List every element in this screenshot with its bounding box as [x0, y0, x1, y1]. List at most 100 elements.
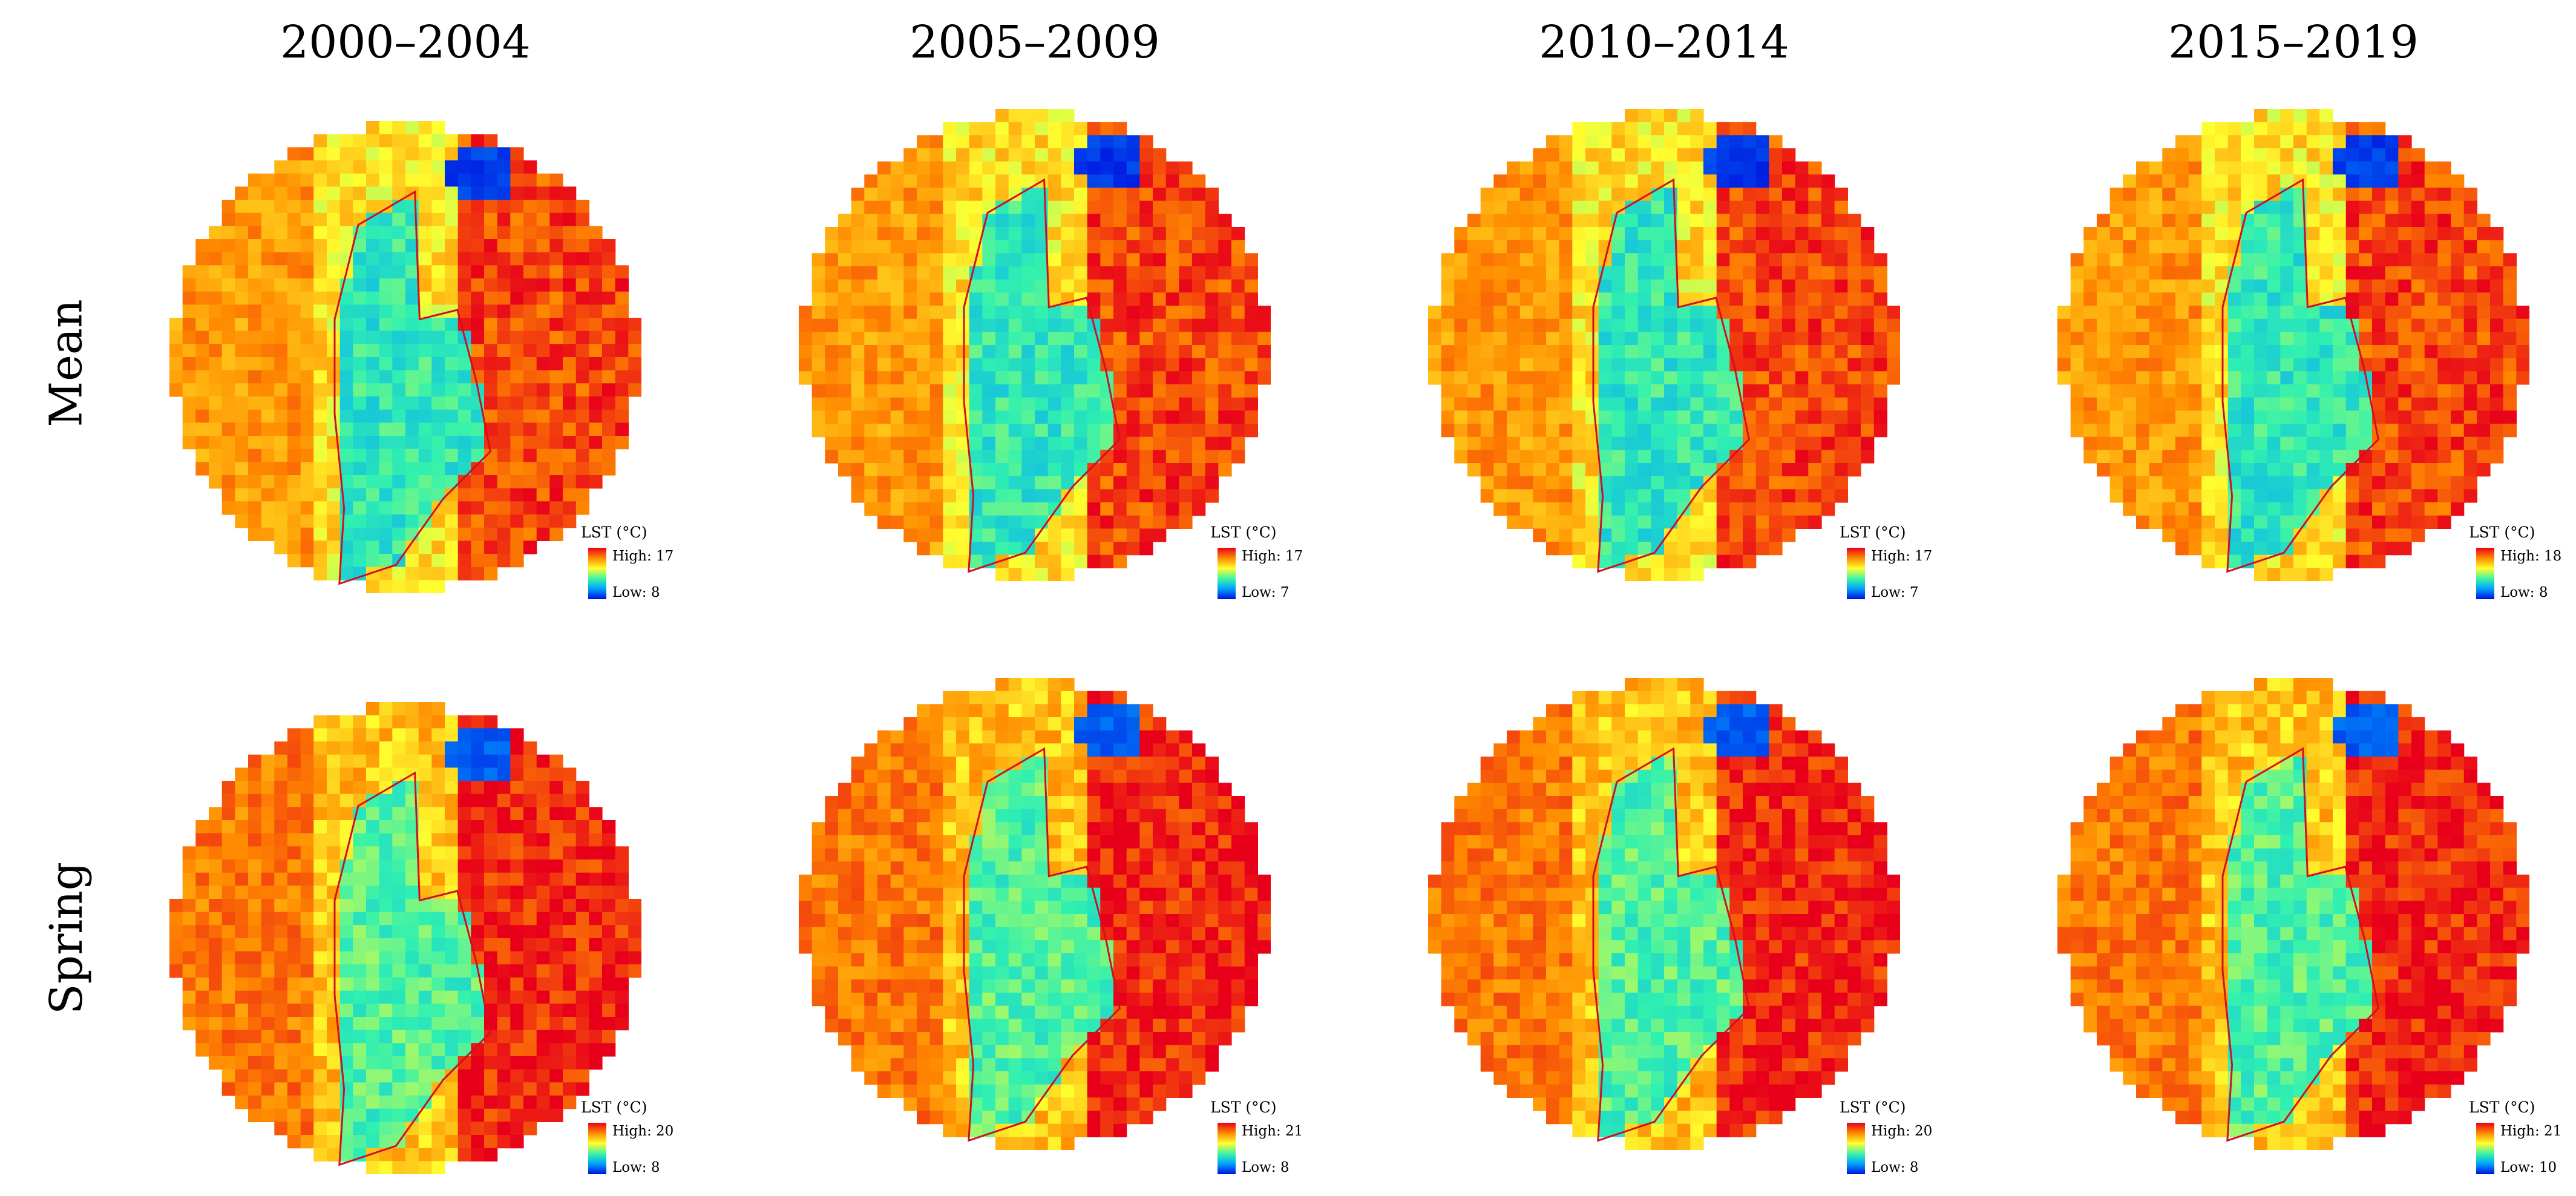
raster-cell — [431, 1030, 445, 1043]
raster-cell — [2267, 292, 2281, 306]
raster-cell — [956, 332, 970, 346]
raster-cell — [523, 1096, 537, 1109]
raster-cell — [418, 1056, 432, 1070]
raster-cell — [2345, 253, 2359, 267]
raster-cell — [615, 370, 629, 384]
raster-cell — [1611, 542, 1625, 556]
raster-cell — [2123, 436, 2137, 450]
raster-cell — [2359, 463, 2373, 477]
raster-cell — [825, 424, 839, 438]
raster-cell — [1834, 384, 1848, 398]
raster-cell — [300, 767, 314, 781]
raster-cell — [1782, 292, 1796, 306]
raster-cell — [549, 173, 563, 187]
raster-cell — [864, 332, 878, 346]
raster-cell — [1637, 542, 1651, 556]
raster-cell — [982, 554, 996, 568]
raster-cell — [2109, 345, 2123, 359]
raster-cell — [995, 410, 1009, 424]
raster-cell — [195, 383, 209, 397]
raster-cell — [1100, 332, 1114, 346]
raster-cell — [1021, 148, 1035, 162]
raster-cell — [563, 1017, 577, 1031]
raster-cell — [1231, 306, 1245, 320]
raster-cell — [1808, 240, 1822, 254]
raster-cell — [1651, 502, 1665, 516]
raster-cell — [261, 1004, 275, 1017]
raster-cell — [1035, 528, 1049, 542]
raster-cell — [313, 501, 327, 515]
raster-cell — [2175, 318, 2189, 332]
raster-cell — [2175, 384, 2189, 398]
raster-cell — [471, 200, 485, 214]
raster-cell — [1507, 227, 1521, 241]
raster-cell — [327, 820, 341, 834]
raster-cell — [2136, 292, 2150, 306]
raster-cell — [2424, 227, 2438, 241]
raster-cell — [2477, 410, 2491, 424]
raster-cell — [1808, 345, 1822, 359]
raster-cell — [2451, 266, 2465, 280]
raster-cell — [1519, 436, 1533, 450]
raster-cell — [2097, 279, 2111, 293]
raster-cell — [2372, 542, 2386, 556]
raster-cell — [431, 807, 445, 821]
raster-cell — [864, 200, 878, 214]
raster-cell — [379, 833, 393, 847]
raster-cell — [523, 200, 537, 214]
raster-cell — [1861, 253, 1875, 267]
raster-cell — [261, 899, 275, 913]
raster-cell — [929, 528, 943, 542]
raster-cell — [1100, 515, 1114, 529]
raster-cell — [943, 253, 957, 267]
raster-cell — [1021, 318, 1035, 332]
raster-cell — [445, 1122, 459, 1135]
raster-cell — [903, 450, 917, 464]
raster-cell — [1021, 463, 1035, 477]
raster-cell — [1231, 358, 1245, 372]
raster-cell — [457, 859, 471, 873]
raster-cell — [1244, 424, 1258, 438]
raster-cell — [1729, 161, 1743, 175]
raster-cell — [563, 978, 577, 991]
raster-cell — [2437, 253, 2451, 267]
raster-cell — [327, 540, 341, 554]
raster-cell — [1572, 188, 1586, 202]
raster-cell — [313, 357, 327, 371]
raster-cell — [1690, 227, 1704, 241]
raster-cell — [2424, 318, 2438, 332]
raster-cell — [1100, 436, 1114, 450]
raster-cell — [929, 161, 943, 175]
raster-cell — [2136, 200, 2150, 214]
raster-cell — [195, 846, 209, 860]
raster-cell — [287, 767, 301, 781]
raster-cell — [523, 964, 537, 978]
raster-cell — [2293, 554, 2307, 568]
raster-cell — [274, 833, 288, 847]
raster-cell — [563, 951, 577, 965]
raster-cell — [2319, 371, 2333, 385]
raster-cell — [2424, 188, 2438, 202]
raster-cell — [1821, 345, 1835, 359]
raster-cell — [209, 912, 223, 925]
lst-map-mean-2000-2004 — [169, 121, 641, 593]
raster-cell — [995, 332, 1009, 346]
raster-cell — [982, 122, 996, 136]
raster-cell — [484, 846, 498, 860]
raster-cell — [497, 330, 511, 344]
raster-cell — [982, 253, 996, 267]
raster-cell — [838, 306, 852, 320]
raster-cell — [2463, 397, 2477, 411]
raster-cell — [1598, 332, 1612, 346]
raster-cell — [1244, 384, 1258, 398]
raster-cell — [366, 448, 380, 462]
raster-cell — [1035, 397, 1049, 411]
raster-cell — [2398, 489, 2412, 503]
raster-cell — [366, 540, 380, 554]
raster-cell — [1087, 410, 1101, 424]
raster-cell — [353, 147, 367, 161]
raster-cell — [1179, 214, 1193, 228]
raster-cell — [1035, 436, 1049, 450]
raster-cell — [2136, 424, 2150, 438]
raster-cell — [2345, 463, 2359, 477]
